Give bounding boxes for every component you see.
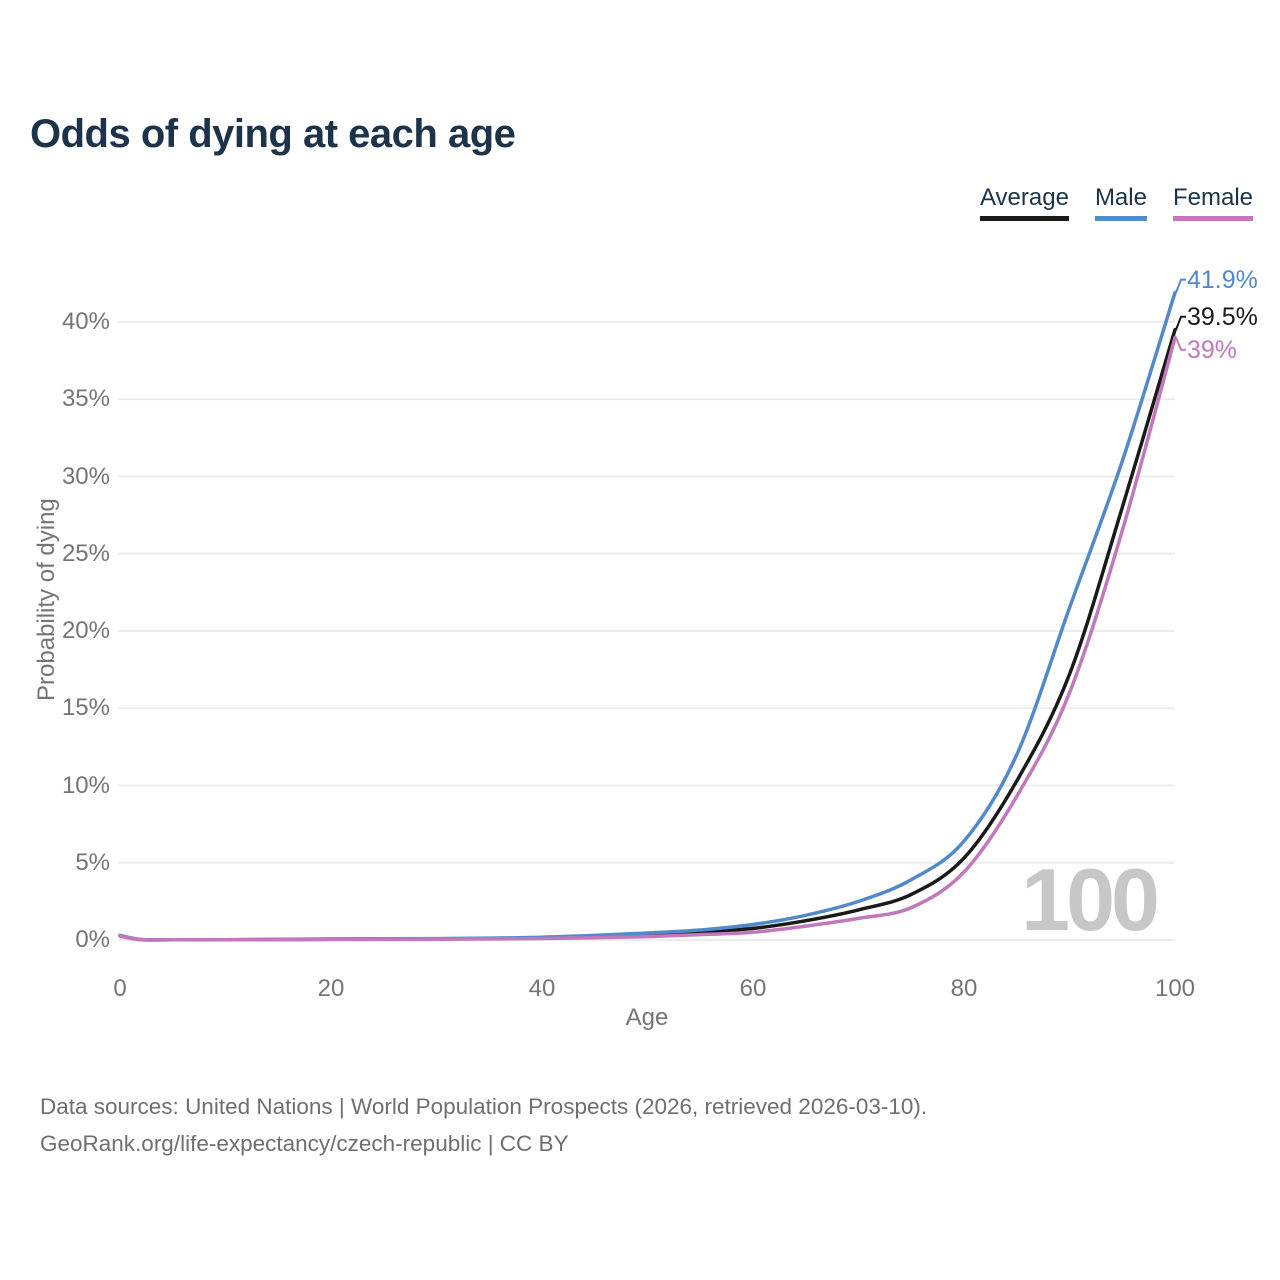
legend-label-female: Female bbox=[1172, 184, 1253, 211]
series-lines[interactable] bbox=[118, 290, 1177, 942]
age-counter-watermark: 100 bbox=[1021, 850, 1160, 949]
y-tick-label: 10% bbox=[61, 771, 110, 799]
x-tick-label: 0 bbox=[113, 975, 127, 1002]
page-title: Odds of dying at each age bbox=[30, 112, 516, 156]
legend-swatch-average bbox=[979, 216, 1069, 221]
end-label-connectors bbox=[1175, 278, 1186, 351]
y-tick-label: 40% bbox=[61, 308, 110, 335]
end-label-connector bbox=[1175, 315, 1186, 331]
legend-label-average: Average bbox=[979, 184, 1069, 211]
x-axis-title: Age bbox=[625, 1004, 669, 1031]
legend: Average Male Female bbox=[979, 184, 1253, 221]
legend-swatch-female bbox=[1172, 216, 1253, 221]
footer-data-sources: Data sources: United Nations | World Pop… bbox=[40, 1094, 928, 1119]
series-line-female[interactable] bbox=[118, 335, 1177, 942]
end-label-average: 39.5% bbox=[1187, 302, 1258, 331]
x-tick-label: 100 bbox=[1154, 975, 1196, 1002]
end-label-connector bbox=[1175, 337, 1186, 351]
y-tick-label: 25% bbox=[61, 539, 110, 567]
x-tick-label: 20 bbox=[317, 975, 345, 1002]
legend-item-female[interactable]: Female bbox=[1172, 184, 1253, 221]
footer-attribution: GeoRank.org/life-expectancy/czech-republ… bbox=[40, 1131, 569, 1156]
legend-label-male: Male bbox=[1094, 184, 1147, 211]
y-tick-label: 0% bbox=[75, 926, 110, 953]
footer: Data sources: United Nations | World Pop… bbox=[40, 1088, 1240, 1162]
y-tick-label: 35% bbox=[61, 385, 110, 413]
x-tick-label: 80 bbox=[950, 975, 978, 1002]
end-label-male: 41.9% bbox=[1187, 265, 1258, 294]
x-tick-label: 40 bbox=[528, 975, 556, 1002]
legend-item-male[interactable]: Male bbox=[1094, 184, 1147, 221]
series-line-average[interactable] bbox=[118, 327, 1177, 942]
gridlines bbox=[118, 321, 1175, 941]
x-tick-label: 60 bbox=[739, 975, 767, 1002]
y-tick-label: 15% bbox=[61, 694, 110, 722]
y-tick-label: 30% bbox=[61, 462, 110, 490]
y-tick-label: 5% bbox=[75, 848, 110, 876]
end-label-female: 39% bbox=[1187, 335, 1238, 364]
y-axis-title: Probability of dying bbox=[33, 498, 60, 702]
end-label-connector bbox=[1175, 278, 1186, 294]
legend-item-average[interactable]: Average bbox=[979, 184, 1069, 221]
series-line-male[interactable] bbox=[118, 290, 1177, 942]
legend-swatch-male bbox=[1094, 216, 1147, 221]
y-tick-label: 20% bbox=[61, 617, 110, 644]
